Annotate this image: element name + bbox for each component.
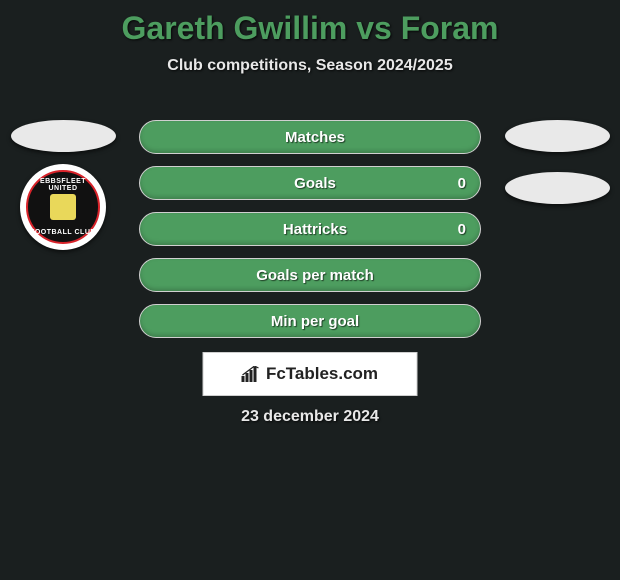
left-player-avatar	[11, 120, 116, 152]
stat-label: Min per goal	[140, 313, 480, 330]
right-player-avatar-2	[505, 172, 610, 204]
stats-container: Matches Goals 0 Hattricks 0 Goals per ma…	[139, 120, 481, 350]
right-player-column	[502, 120, 612, 224]
branding-text: FcTables.com	[266, 364, 378, 384]
stat-row-goals: Goals 0	[139, 166, 481, 200]
stat-value-right: 0	[458, 175, 466, 192]
stat-row-matches: Matches	[139, 120, 481, 154]
stat-value-right: 0	[458, 221, 466, 238]
stat-row-min-per-goal: Min per goal	[139, 304, 481, 338]
branding-link[interactable]: FcTables.com	[203, 352, 418, 396]
left-club-badge: EBBSFLEET UNITED FOOTBALL CLUB	[20, 164, 106, 250]
stat-row-hattricks: Hattricks 0	[139, 212, 481, 246]
page-title: Gareth Gwillim vs Foram	[0, 0, 620, 47]
stat-label: Hattricks	[140, 221, 480, 238]
badge-bottom-text: FOOTBALL CLUB	[28, 229, 98, 236]
bar-chart-icon	[242, 366, 262, 382]
stat-label: Goals	[140, 175, 480, 192]
subtitle: Club competitions, Season 2024/2025	[0, 57, 620, 75]
stat-label: Matches	[140, 129, 480, 146]
stat-label: Goals per match	[140, 267, 480, 284]
date-line: 23 december 2024	[0, 408, 620, 426]
left-player-column: EBBSFLEET UNITED FOOTBALL CLUB	[8, 120, 118, 250]
right-player-avatar-1	[505, 120, 610, 152]
badge-top-text: EBBSFLEET UNITED	[28, 172, 98, 192]
badge-center-icon	[50, 194, 76, 220]
stat-row-goals-per-match: Goals per match	[139, 258, 481, 292]
